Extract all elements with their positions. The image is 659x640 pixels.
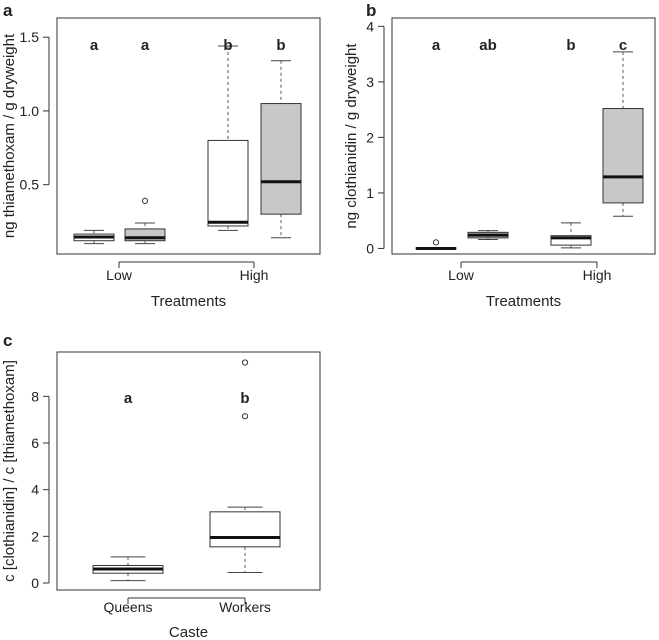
y-tick-label: 8: [31, 388, 39, 404]
box-a-2: [207, 139, 249, 227]
significance-letter: ab: [479, 37, 497, 54]
significance-letter: b: [566, 37, 575, 54]
x-axis-title-c: Caste: [169, 624, 208, 640]
x-tick-label: Low: [448, 267, 475, 283]
outlier-point: [241, 413, 249, 420]
x-axis-title-b: Treatments: [486, 293, 561, 310]
significance-letter: c: [619, 37, 627, 54]
plot-frame-a: [56, 17, 321, 255]
outlier-point: [241, 359, 249, 366]
box-c-1: [209, 511, 281, 548]
significance-letter: a: [90, 37, 99, 54]
x-tick-label: Workers: [219, 599, 271, 615]
y-tick-label: 4: [366, 18, 374, 34]
y-tick-label: 2: [366, 129, 374, 145]
box-a-1: [124, 228, 166, 242]
y-tick-label: 1: [366, 185, 374, 201]
significance-letter: a: [432, 37, 441, 54]
box-b-2: [550, 235, 592, 246]
y-axis-title-b: ng clothianidin / g dryweight: [343, 43, 360, 229]
y-tick-label: 6: [31, 435, 39, 451]
plot-frame-c: [56, 351, 321, 591]
panel-label-a: a: [3, 1, 13, 20]
y-axis-title-a: ng thiamethoxam / g dryweight: [1, 33, 18, 238]
significance-letter: b: [240, 390, 249, 407]
plot-frame-b: [391, 17, 656, 255]
significance-letter: a: [124, 390, 133, 407]
x-tick-label: Queens: [103, 599, 152, 615]
box-b-3: [602, 108, 644, 204]
y-tick-label: 0.5: [20, 177, 40, 193]
significance-letter: b: [276, 37, 285, 54]
x-axis-title-a: Treatments: [151, 293, 226, 310]
box-a-3: [260, 103, 302, 215]
y-tick-label: 3: [366, 74, 374, 90]
y-tick-label: 4: [31, 482, 39, 498]
x-tick-label: High: [583, 267, 612, 283]
y-axis-title-c: c [clothianidin] / c [thiamethoxam]: [1, 360, 18, 582]
outlier-point: [141, 197, 149, 204]
outlier-point: [432, 239, 440, 246]
panel-label-b: b: [366, 1, 376, 20]
y-tick-label: 2: [31, 528, 39, 544]
x-tick-label: Low: [106, 267, 133, 283]
y-tick-label: 0: [366, 240, 374, 256]
significance-letter: b: [223, 37, 232, 54]
x-tick-label: High: [240, 267, 269, 283]
y-tick-label: 1.0: [20, 103, 40, 119]
panel-label-c: c: [3, 331, 12, 350]
y-tick-label: 0: [31, 575, 39, 591]
y-tick-label: 1.5: [20, 29, 40, 45]
significance-letter: a: [141, 37, 150, 54]
